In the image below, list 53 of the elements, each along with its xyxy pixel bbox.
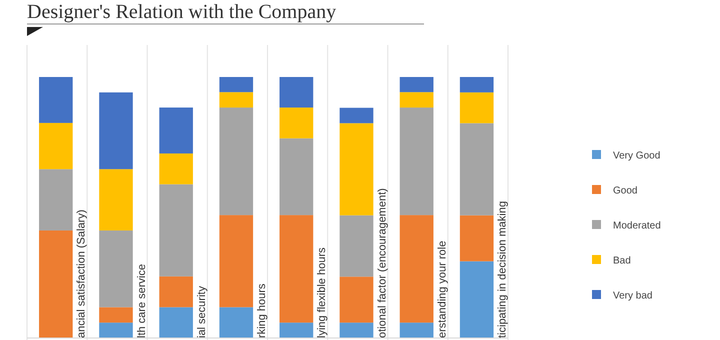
x-tick-label: erstanding your role: [436, 240, 448, 338]
legend-label: Very bad: [613, 290, 652, 302]
bar: [219, 92, 254, 108]
legend-label: Moderated: [613, 220, 661, 232]
bar: [460, 77, 494, 92]
bar: [99, 169, 133, 230]
legend-label: Good: [613, 186, 638, 196]
bar: [340, 215, 374, 277]
bar: [340, 123, 374, 216]
legend-label: Bad: [613, 256, 631, 266]
bar: [400, 77, 434, 92]
x-tick-label: lying flexible hours: [316, 247, 328, 338]
bar: [39, 77, 73, 123]
bar: [460, 123, 494, 216]
bar: [280, 108, 314, 138]
bar: [39, 122, 73, 170]
bar: [340, 276, 374, 323]
legend-label: Very Good: [613, 150, 660, 162]
x-tick-label: ticipating in decision making: [496, 201, 509, 338]
bar: [340, 108, 374, 124]
bar: [280, 215, 314, 323]
chart-title: Designer's Relation with the Company: [27, 1, 336, 23]
bar: [219, 307, 254, 338]
bar: [39, 169, 73, 230]
bar: [280, 138, 314, 216]
bar: [460, 215, 494, 262]
bar: [400, 108, 434, 216]
bar: [99, 307, 133, 323]
bar: [219, 215, 254, 308]
x-tick-label: ial security: [196, 286, 208, 338]
bar: [159, 307, 193, 338]
bar: [219, 77, 254, 92]
bar: [460, 261, 494, 338]
x-tick-label: lth care service: [136, 264, 148, 338]
bar: [159, 276, 193, 308]
bar: [159, 108, 193, 154]
bar: [400, 215, 434, 323]
bar: [280, 77, 314, 108]
x-tick-label: otional factor (encouragement): [376, 188, 388, 338]
bar: [280, 322, 314, 338]
bar: [400, 92, 434, 108]
bar: [39, 230, 73, 338]
bar: [99, 322, 133, 338]
bar: [159, 153, 193, 184]
bar: [340, 322, 374, 338]
bar: [99, 92, 133, 170]
bar: [159, 184, 193, 276]
bar: [219, 108, 254, 216]
bar: [99, 230, 133, 308]
x-tick-label: rking hours: [256, 283, 268, 338]
bar: [400, 322, 434, 338]
bar: [460, 92, 494, 124]
x-tick-label: ancial satisfaction (Salary): [76, 210, 88, 338]
